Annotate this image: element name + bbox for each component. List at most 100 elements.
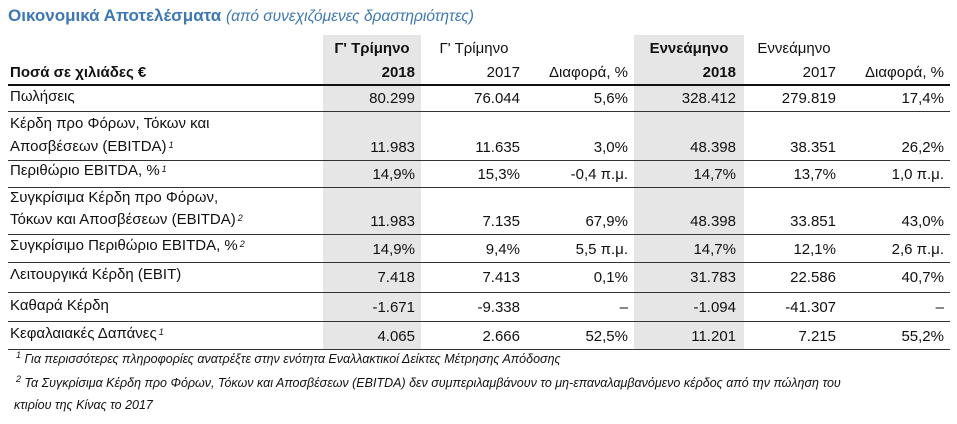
row-label-text: Αποσβέσεων (EBITDA) <box>10 138 167 155</box>
row-q-diff: 67,9% <box>585 213 628 230</box>
footnote-2-text: Τα Συγκρίσιμα Κέρδη προ Φόρων, Τόκων και… <box>24 376 841 390</box>
header-q3-2017-line1: Γ' Τρίμηνο <box>439 40 509 57</box>
row-q3-2018: 7.418 <box>377 269 415 286</box>
row-q3-2017: 15,3% <box>477 166 520 183</box>
row-q3-2017: -9.338 <box>477 299 520 316</box>
row-divider <box>8 111 950 112</box>
row-q-diff: 52,5% <box>585 328 628 345</box>
row-m9-2018: 14,7% <box>693 241 736 258</box>
header-m9-2017-line2: 2017 <box>802 64 836 81</box>
row-q-diff: 3,0% <box>593 139 628 156</box>
header-q-diff: Διαφορά, % <box>549 64 628 81</box>
row-divider <box>8 234 950 235</box>
footnote-2: 2 Τα Συγκρίσιμα Κέρδη προ Φόρων, Τόκων κ… <box>14 374 841 390</box>
row-q3-2017: 7.135 <box>482 213 520 230</box>
row-label-text: Περιθώριο EBITDA, % <box>10 162 160 179</box>
title-main: Οικονομικά Αποτελέσματα <box>8 6 222 25</box>
row-m9-2018: 328.412 <box>681 90 736 107</box>
row-q3-2018: 80.299 <box>369 90 415 107</box>
header-m9-2017-line1: Εννεάμηνο <box>757 40 831 57</box>
row-divider <box>8 160 950 161</box>
row-label-line2: Τόκων και Αποσβέσεων (EBITDA) 2 <box>10 211 243 229</box>
row-m9-2017: 38.351 <box>790 139 836 156</box>
row-label-text: Τόκων και Αποσβέσεων (EBITDA) <box>10 211 236 228</box>
row-q3-2017: 2.666 <box>482 328 520 345</box>
row-m9-2018: -1.094 <box>693 299 736 316</box>
row-q3-2018: 4.065 <box>377 328 415 345</box>
footnote-1: 1 Για περισσότερες πληροφορίες ανατρέξτε… <box>14 350 561 366</box>
header-q3-2018-line1: Γ' Τρίμηνο <box>334 40 410 57</box>
row-q3-2017: 11.635 <box>475 139 520 156</box>
row-q3-2018: 11.983 <box>370 213 415 230</box>
row-q3-2017: 76.044 <box>474 90 520 107</box>
table-title: Οικονομικά Αποτελέσματα (από συνεχιζόμεν… <box>8 6 474 26</box>
row-m9-2018: 31.783 <box>690 269 736 286</box>
row-m9-diff: 40,7% <box>901 269 944 286</box>
row-m9-2017: 33.851 <box>790 213 836 230</box>
row-m9-2017: 22.586 <box>790 269 836 286</box>
row-m9-diff: 43,0% <box>901 213 944 230</box>
row-q-diff: 0,1% <box>593 269 628 286</box>
footnote-ref: 2 <box>237 213 243 223</box>
row-label: Συγκρίσιμο Περιθώριο EBITDA, % 2 <box>10 237 245 255</box>
row-divider <box>8 292 950 293</box>
row-q-diff: 5,5 π.μ. <box>575 241 628 258</box>
row-m9-diff: 26,2% <box>901 139 944 156</box>
row-label: Καθαρά Κέρδη <box>10 297 109 314</box>
row-m9-2018: 11.201 <box>691 328 736 345</box>
footnote-2-mark: 2 <box>16 374 22 384</box>
footnote-1-mark: 1 <box>16 350 22 360</box>
footnote-2-line2: κτιρίου της Κίνας το 2017 <box>14 398 153 412</box>
row-q3-2018: 11.983 <box>370 139 415 156</box>
title-subtitle: (από συνεχιζόμενες δραστηριότητες) <box>225 8 474 25</box>
footnote-1-text: Για περισσότερες πληροφορίες ανατρέξτε σ… <box>24 352 561 366</box>
row-q3-2018: 14,9% <box>372 166 415 183</box>
header-m9-2018-line2: 2018 <box>702 64 736 81</box>
row-label: Περιθώριο EBITDA, % 1 <box>10 162 167 180</box>
row-q-diff: 5,6% <box>593 90 628 107</box>
row-m9-2017: -41.307 <box>785 299 836 316</box>
row-m9-diff: 17,4% <box>901 90 944 107</box>
row-m9-2018: 48.398 <box>690 139 736 156</box>
row-m9-2017: 279.819 <box>781 90 836 107</box>
footnote-ref: 1 <box>161 164 167 174</box>
row-m9-2017: 13,7% <box>793 166 836 183</box>
row-m9-diff: 1,0 π.μ. <box>891 166 944 183</box>
table-bottom-border <box>8 349 950 350</box>
row-m9-2018: 48.398 <box>690 213 736 230</box>
header-divider <box>8 84 950 86</box>
row-divider <box>8 187 950 188</box>
row-q3-2017: 9,4% <box>485 241 520 258</box>
row-label: Πωλήσεις <box>10 88 75 105</box>
row-label-text: Κεφαλαιακές Δαπάνες <box>10 325 157 342</box>
header-row-label: Ποσά σε χιλιάδες € <box>10 64 147 81</box>
row-divider <box>8 321 950 322</box>
row-label: Λειτουργικά Κέρδη (EBIT) <box>10 266 182 283</box>
footnote-ref: 1 <box>158 327 164 337</box>
q3-2018-column-shade <box>323 35 421 350</box>
row-label: Συγκρίσιμα Κέρδη προ Φόρων, <box>10 189 219 206</box>
row-label: Κέρδη προ Φόρων, Τόκων και <box>10 115 210 132</box>
row-q-diff: -0,4 π.μ. <box>570 166 628 183</box>
row-q3-2018: -1.671 <box>372 299 415 316</box>
footnote-ref: 2 <box>239 239 245 249</box>
row-m9-diff: 55,2% <box>901 328 944 345</box>
row-label-line2: Αποσβέσεων (EBITDA) 1 <box>10 138 174 156</box>
header-q3-2018-line2: 2018 <box>381 64 415 81</box>
header-m9-2018-line1: Εννεάμηνο <box>649 40 729 57</box>
row-q-diff: – <box>619 299 628 316</box>
row-m9-2017: 7.215 <box>798 328 836 345</box>
row-label-text: Συγκρίσιμο Περιθώριο EBITDA, % <box>10 237 238 254</box>
row-divider <box>8 262 950 263</box>
header-q3-2017-line2: 2017 <box>486 64 520 81</box>
row-q3-2018: 14,9% <box>372 241 415 258</box>
row-m9-diff: 2,6 π.μ. <box>891 241 944 258</box>
row-m9-2017: 12,1% <box>793 241 836 258</box>
m9-2018-column-shade <box>634 35 744 350</box>
footnote-ref: 1 <box>168 140 174 150</box>
row-label: Κεφαλαιακές Δαπάνες 1 <box>10 325 164 343</box>
header-m9-diff: Διαφορά, % <box>865 64 944 81</box>
row-q3-2017: 7.413 <box>482 269 520 286</box>
row-m9-diff: – <box>935 299 944 316</box>
